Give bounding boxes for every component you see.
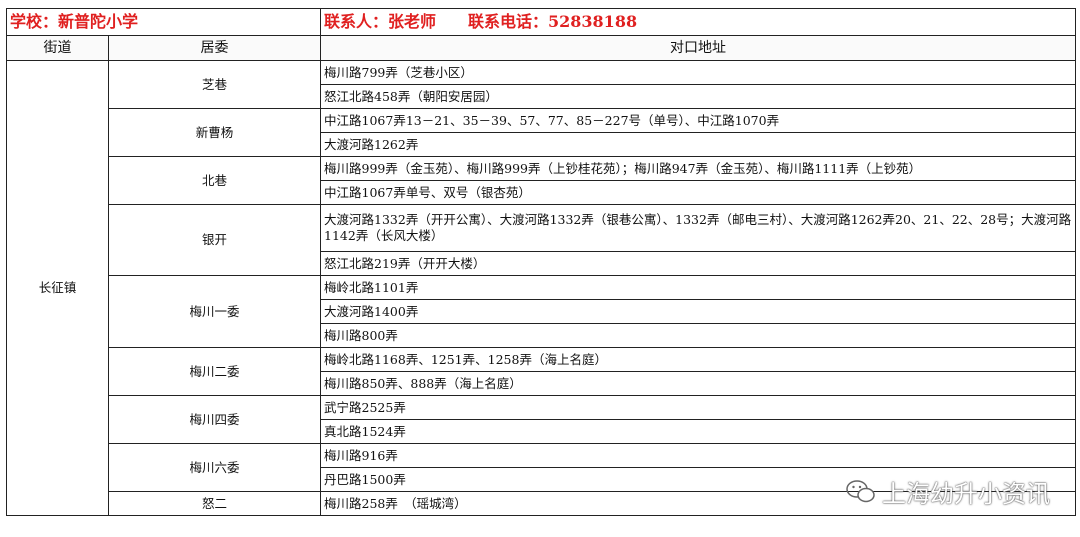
committee-cell: 怒二 bbox=[107, 491, 322, 516]
table-row: 新曹杨 中江路1067弄13－21、35－39、57、77、85－227号（单号）… bbox=[7, 108, 1076, 157]
table-row: 梅川一委 梅岭北路1101弄 bbox=[7, 275, 1076, 348]
committee-cell: 北巷 bbox=[107, 156, 322, 205]
address-cell: 大渡河路1262弄 bbox=[320, 132, 1076, 157]
address-cell: 梅川路850弄、888弄（海上名庭） bbox=[320, 371, 1076, 396]
table-row: 梅川二委 梅岭北路1168弄、1251弄、1258弄（海上名庭） bbox=[7, 347, 1076, 396]
table-row: 怒二 梅川路258弄 （瑶城湾） bbox=[7, 491, 1076, 516]
address-cell: 梅川路916弄 bbox=[320, 443, 1076, 468]
address-cell: 梅川路258弄 （瑶城湾） bbox=[320, 491, 1076, 516]
watermark: 上海幼升小资讯 bbox=[846, 474, 1050, 509]
committee-cell: 梅川四委 bbox=[107, 395, 322, 444]
committee-cell: 新曹杨 bbox=[107, 108, 322, 157]
address-cell: 梅岭北路1101弄 bbox=[320, 275, 1076, 300]
address-cell: 怒江北路219弄（开开大楼） bbox=[320, 251, 1076, 276]
address-cell: 梅川路800弄 bbox=[320, 323, 1076, 348]
committee-cell: 梅川六委 bbox=[107, 443, 322, 492]
address-cell: 中江路1067弄13－21、35－39、57、77、85－227号（单号）、中江… bbox=[320, 108, 1076, 133]
address-cell: 梅川路999弄（金玉苑）、梅川路999弄（上钞桂花苑）；梅川路947弄（金玉苑）… bbox=[320, 156, 1076, 181]
address-cell: 中江路1067弄单号、双号（银杏苑） bbox=[320, 180, 1076, 205]
table-row: 北巷 梅川路999弄（金玉苑）、梅川路999弄（上钞桂花苑）；梅川路947弄（金玉… bbox=[7, 156, 1076, 205]
street-cell: 长征镇 bbox=[6, 60, 109, 516]
table-row: 大渡河路1262弄 bbox=[7, 132, 1076, 157]
school-address-table: 学校：新普陀小学 联系人：张老师 联系电话：52838188 街道 居委 对口地… bbox=[5, 8, 1076, 516]
table-row: 怒江北路219弄（开开大楼） bbox=[7, 251, 1076, 276]
column-header-committee: 居委 bbox=[107, 35, 322, 61]
table-row: 梅川四委 武宁路2525弄 bbox=[7, 395, 1076, 444]
committee-cell: 梅川二委 bbox=[107, 347, 322, 396]
table-row: 梅川路850弄、888弄（海上名庭） bbox=[7, 371, 1076, 396]
wechat-icon bbox=[846, 479, 875, 502]
committee-cell: 芝巷 bbox=[107, 60, 322, 109]
address-cell: 武宁路2525弄 bbox=[320, 395, 1076, 420]
committee-cell: 梅川一委 bbox=[107, 275, 322, 348]
column-header-address: 对口地址 bbox=[320, 35, 1076, 61]
address-cell: 怒江北路458弄（朝阳安居园） bbox=[320, 84, 1076, 109]
school-name: 学校：新普陀小学 bbox=[5, 8, 322, 36]
address-cell: 真北路1524弄 bbox=[320, 419, 1076, 444]
address-cell: 大渡河路1332弄（开开公寓）、大渡河路1332弄（银巷公寓）、1332弄（邮电… bbox=[320, 204, 1076, 252]
column-header-street: 街道 bbox=[6, 35, 109, 61]
table-row: 长征镇 芝巷 梅川路799弄（芝巷小区） bbox=[6, 60, 1076, 516]
column-header-row: 街道 居委 对口地址 bbox=[6, 35, 1076, 61]
contact-info: 联系人：张老师 联系电话：52838188 bbox=[320, 8, 1076, 36]
address-cell: 丹巴路1500弄 bbox=[320, 467, 1076, 492]
table-row: 丹巴路1500弄 bbox=[7, 467, 1076, 492]
committee-cell: 银开 bbox=[107, 204, 322, 276]
address-cell: 大渡河路1400弄 bbox=[320, 299, 1076, 324]
table-row: 梅川六委 梅川路916弄 bbox=[7, 443, 1076, 492]
address-cell: 梅川路799弄（芝巷小区） bbox=[320, 60, 1076, 85]
watermark-text: 上海幼升小资讯 bbox=[882, 480, 1050, 508]
table-row: 银开 大渡河路1332弄（开开公寓）、大渡河路1332弄（银巷公寓）、1332弄（… bbox=[7, 204, 1076, 276]
address-cell: 梅岭北路1168弄、1251弄、1258弄（海上名庭） bbox=[320, 347, 1076, 372]
title-row: 学校：新普陀小学 联系人：张老师 联系电话：52838188 bbox=[5, 8, 1076, 36]
table-row: 真北路1524弄 bbox=[7, 419, 1076, 444]
table-row: 怒江北路458弄（朝阳安居园） bbox=[7, 84, 1076, 109]
